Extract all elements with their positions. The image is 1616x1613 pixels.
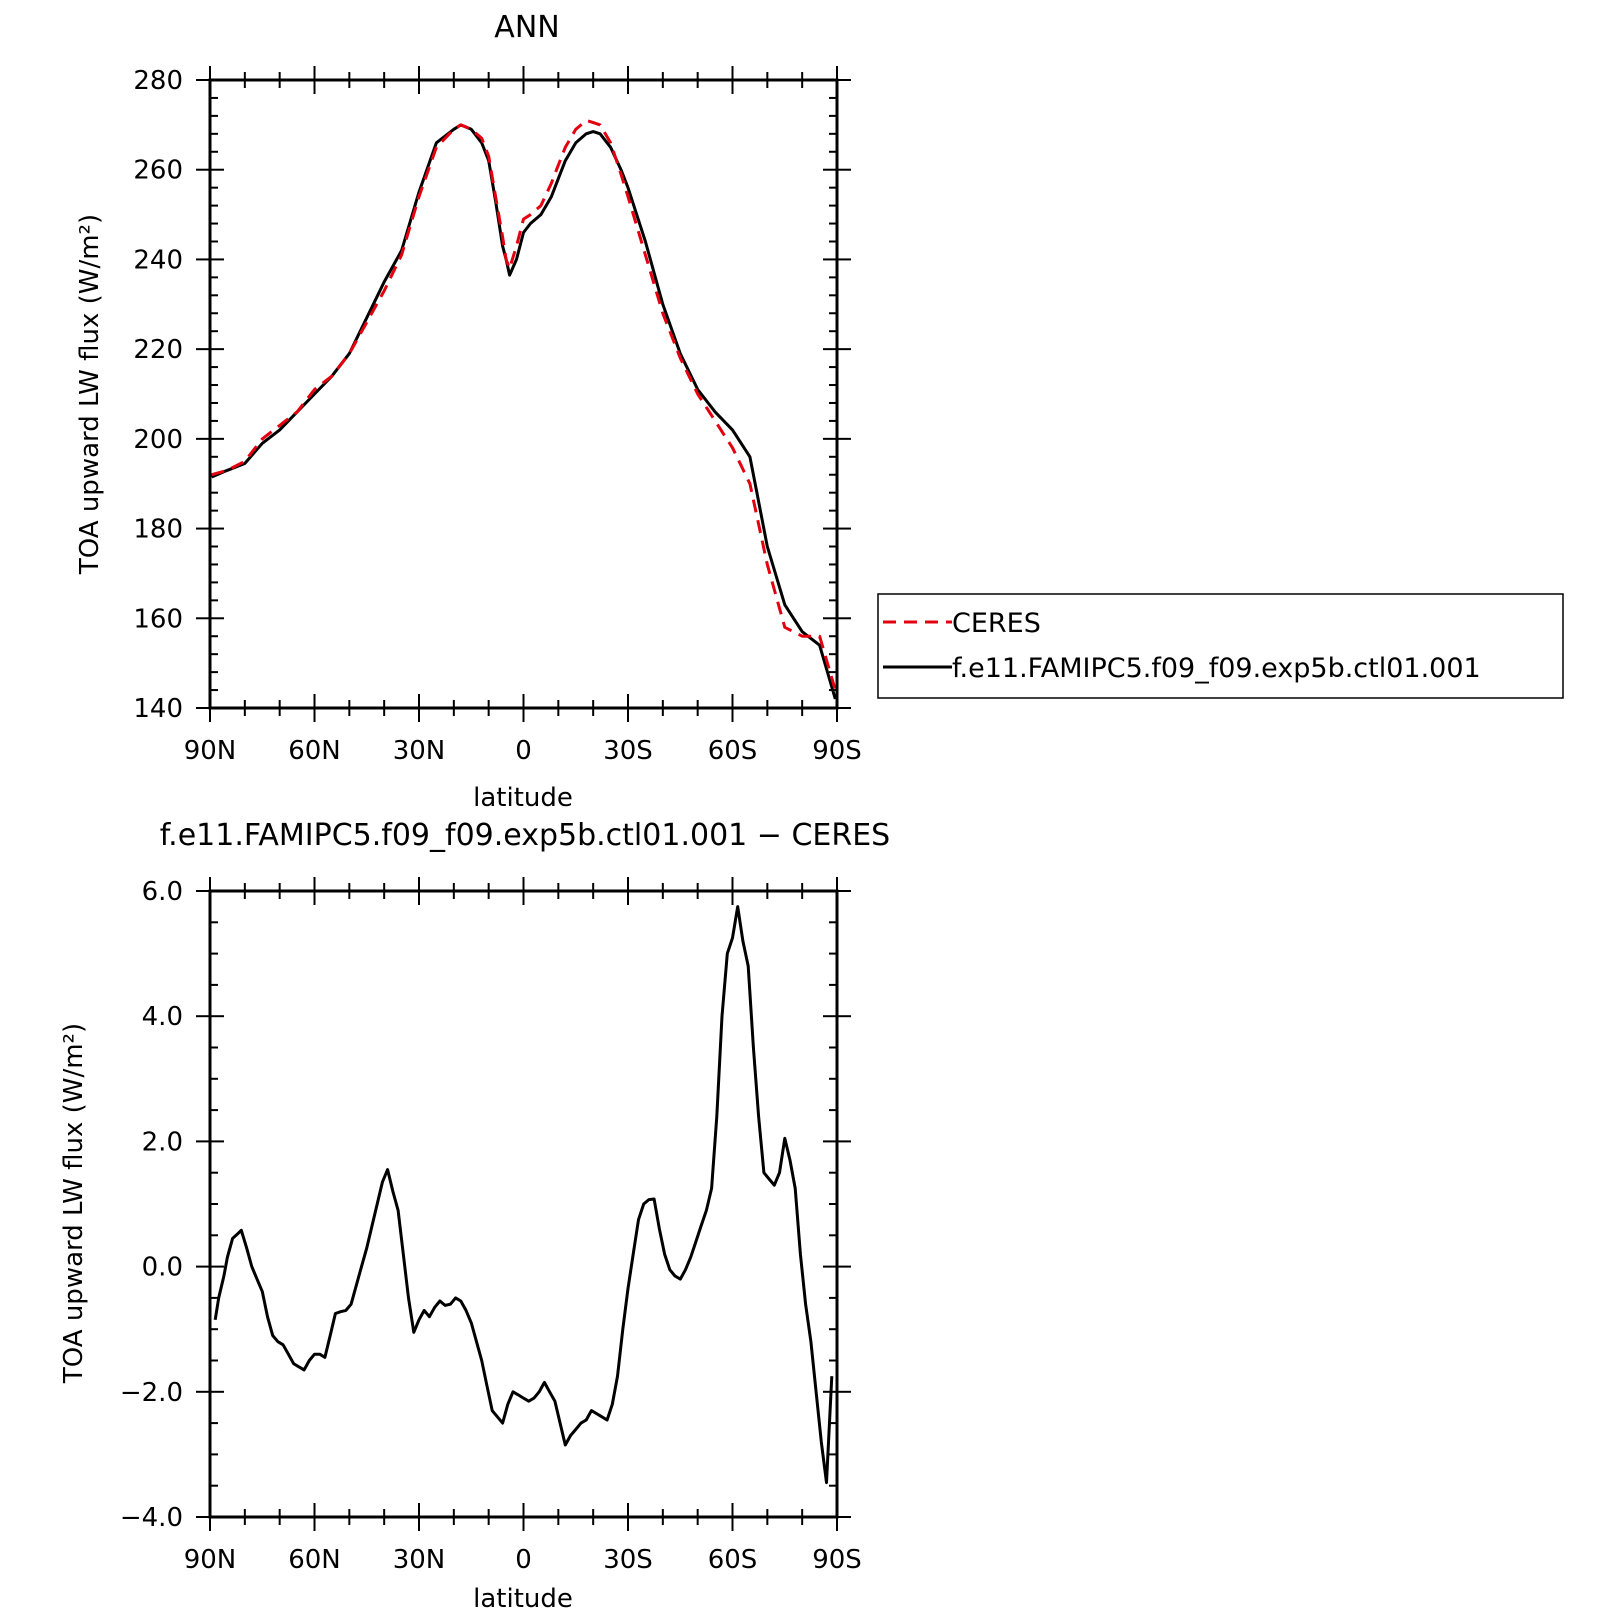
top-y-tick-label: 140 bbox=[133, 694, 183, 724]
top-x-tick-label: 90S bbox=[812, 736, 862, 766]
top-series-line-model bbox=[211, 123, 837, 700]
bottom-x-tick-label: 90S bbox=[812, 1545, 862, 1575]
top-y-tick-label: 260 bbox=[133, 156, 183, 186]
bottom-y-tick-label: −4.0 bbox=[120, 1503, 183, 1533]
bottom-y-axis-label: TOA upward LW flux (W/m²) bbox=[59, 1023, 89, 1384]
bottom-panel-series bbox=[213, 905, 834, 1485]
top-panel: ANN 140 160 180 200 220 240 260 280 90N 60N 30N 0 3… bbox=[75, 10, 1564, 813]
bottom-x-axis-label: latitude bbox=[473, 1584, 573, 1613]
bottom-x-tick-label: 30S bbox=[603, 1545, 653, 1575]
bottom-y-tick-labels: −4.0 −2.0 0.0 2.0 4.0 6.0 bbox=[120, 877, 183, 1533]
bottom-plot-frame bbox=[208, 889, 839, 1519]
bottom-x-tick-label: 90N bbox=[184, 1545, 237, 1575]
top-y-tick-label: 180 bbox=[133, 515, 183, 545]
legend: CERES f.e11.FAMIPC5.f09_f09.exp5b.ctl01.… bbox=[877, 593, 1564, 699]
top-panel-title: ANN bbox=[494, 10, 559, 45]
bottom-y-tick-label: −2.0 bbox=[120, 1378, 183, 1408]
bottom-y-tick-label: 0.0 bbox=[142, 1253, 183, 1283]
bottom-y-tick-label: 2.0 bbox=[142, 1127, 183, 1157]
top-x-tick-label: 60N bbox=[288, 736, 341, 766]
top-x-tick-label: 0 bbox=[515, 736, 532, 766]
legend-box bbox=[877, 593, 1564, 699]
bottom-x-tick-label: 60S bbox=[708, 1545, 758, 1575]
bottom-x-tick-label: 60N bbox=[288, 1545, 341, 1575]
top-x-tick-label: 30S bbox=[603, 736, 653, 766]
top-x-tick-label: 90N bbox=[184, 736, 237, 766]
top-y-axis-label: TOA upward LW flux (W/m²) bbox=[75, 214, 105, 575]
bottom-series-line-difference bbox=[213, 905, 834, 1485]
top-x-axis-label: latitude bbox=[473, 783, 573, 813]
top-y-tick-label: 280 bbox=[133, 66, 183, 96]
bottom-panel-ticks bbox=[196, 877, 851, 1531]
top-plot-frame bbox=[208, 78, 839, 710]
bottom-panel: f.e11.FAMIPC5.f09_f09.exp5b.ctl01.001 − … bbox=[59, 818, 890, 1613]
top-x-tick-label: 60S bbox=[708, 736, 758, 766]
bottom-x-tick-label: 0 bbox=[515, 1545, 532, 1575]
top-x-tick-labels: 90N 60N 30N 0 30S 60S 90S bbox=[184, 736, 862, 766]
top-x-tick-label: 30N bbox=[393, 736, 446, 766]
bottom-x-tick-labels: 90N 60N 30N 0 30S 60S 90S bbox=[184, 1545, 862, 1575]
bottom-y-tick-label: 4.0 bbox=[142, 1002, 183, 1032]
bottom-x-tick-label: 30N bbox=[393, 1545, 446, 1575]
top-panel-series bbox=[211, 118, 837, 700]
legend-label-model: f.e11.FAMIPC5.f09_f09.exp5b.ctl01.001 bbox=[952, 653, 1481, 684]
top-y-tick-label: 160 bbox=[133, 604, 183, 634]
top-y-tick-label: 200 bbox=[133, 425, 183, 455]
top-y-tick-labels: 140 160 180 200 220 240 260 280 bbox=[133, 66, 183, 724]
top-y-tick-label: 220 bbox=[133, 335, 183, 365]
bottom-panel-title: f.e11.FAMIPC5.f09_f09.exp5b.ctl01.001 − … bbox=[160, 818, 890, 853]
bottom-y-tick-label: 6.0 bbox=[142, 877, 183, 907]
top-series-line-ceres bbox=[211, 118, 837, 691]
legend-label-ceres: CERES bbox=[952, 608, 1041, 639]
top-y-tick-label: 240 bbox=[133, 245, 183, 275]
top-panel-ticks bbox=[196, 66, 851, 722]
